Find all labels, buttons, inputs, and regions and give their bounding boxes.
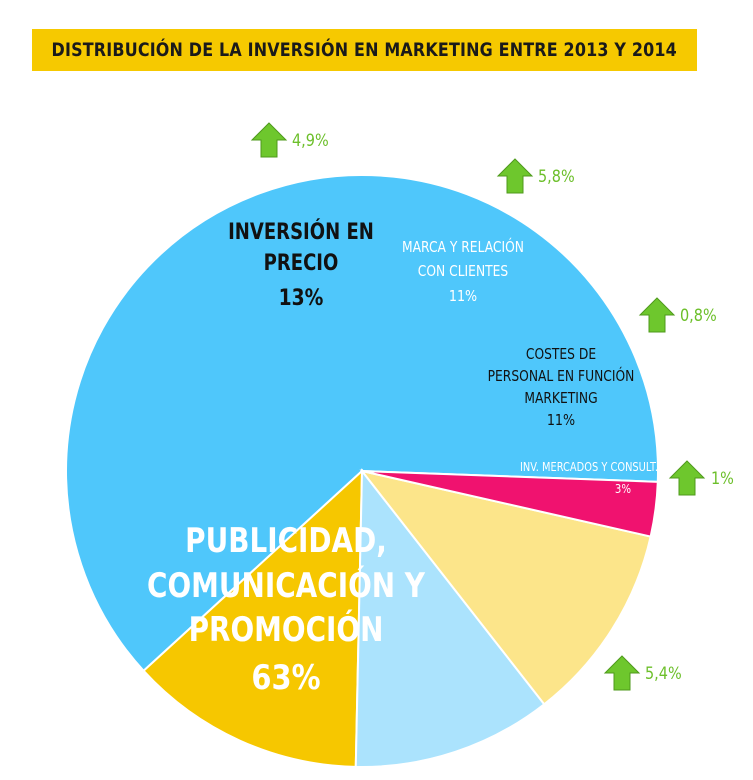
change-indicator-precio: 4,9% bbox=[250, 122, 329, 158]
up-arrow-icon bbox=[496, 158, 534, 194]
change-value: 5,8% bbox=[538, 166, 575, 186]
slice-label-line: INV. MERCADOS Y CONSULT. bbox=[520, 460, 658, 474]
slice-label-mercados: INV. MERCADOS Y CONSULT. 3% bbox=[520, 460, 658, 496]
change-indicator-mercados: 1% bbox=[668, 460, 734, 496]
slice-label-personal: COSTES DE PERSONAL EN FUNCIÓN MARKETING 11% bbox=[488, 346, 635, 429]
slice-label-marca: MARCA Y RELACIÓN CON CLIENTES 11% bbox=[402, 237, 524, 306]
up-arrow-icon bbox=[603, 655, 641, 691]
slice-value-label: 63% bbox=[251, 659, 320, 698]
slice-label-precio: INVERSIÓN EN PRECIO 13% bbox=[228, 218, 374, 310]
chart-title: DISTRIBUCIÓN DE LA INVERSIÓN EN MARKETIN… bbox=[51, 39, 678, 61]
slice-label-line: PERSONAL EN FUNCIÓN bbox=[488, 366, 635, 386]
change-indicator-publicidad: 5,4% bbox=[603, 655, 682, 691]
slice-label-line: PUBLICIDAD, bbox=[185, 521, 387, 560]
up-arrow-icon bbox=[250, 122, 288, 158]
pie-slice-mercados bbox=[361, 470, 659, 538]
change-value: 5,4% bbox=[645, 663, 682, 683]
pie-slices bbox=[65, 174, 659, 768]
pie-slice-personal bbox=[359, 469, 652, 706]
change-value: 4,9% bbox=[292, 130, 329, 150]
pie-slice-marca bbox=[354, 468, 546, 768]
slice-label-line: PRECIO bbox=[264, 249, 339, 275]
change-indicator-personal: 0,8% bbox=[638, 297, 717, 333]
slice-label-line: CON CLIENTES bbox=[418, 263, 508, 280]
change-value: 0,8% bbox=[680, 305, 717, 325]
slice-label-line: MARCA Y RELACIÓN bbox=[402, 237, 524, 257]
pie-slice-precio bbox=[142, 468, 364, 768]
change-indicator-marca: 5,8% bbox=[496, 158, 575, 194]
up-arrow-icon bbox=[668, 460, 706, 496]
slice-value-label: 13% bbox=[279, 285, 324, 311]
slice-label-line: COMUNICACIÓN Y bbox=[147, 563, 425, 606]
slice-label-line: PROMOCIÓN bbox=[189, 607, 384, 650]
title-bar: DISTRIBUCIÓN DE LA INVERSIÓN EN MARKETIN… bbox=[32, 29, 697, 71]
change-value: 1% bbox=[711, 468, 734, 488]
slice-value-label: 11% bbox=[449, 288, 477, 305]
slice-value-label: 3% bbox=[615, 482, 631, 496]
slice-label-line: INVERSIÓN EN bbox=[228, 218, 374, 244]
slice-label-line: COSTES DE bbox=[526, 346, 596, 363]
pie-slice-publicidad bbox=[65, 174, 659, 673]
slice-value-label: 11% bbox=[547, 412, 575, 429]
up-arrow-icon bbox=[638, 297, 676, 333]
slice-label-line: MARKETING bbox=[524, 390, 597, 407]
